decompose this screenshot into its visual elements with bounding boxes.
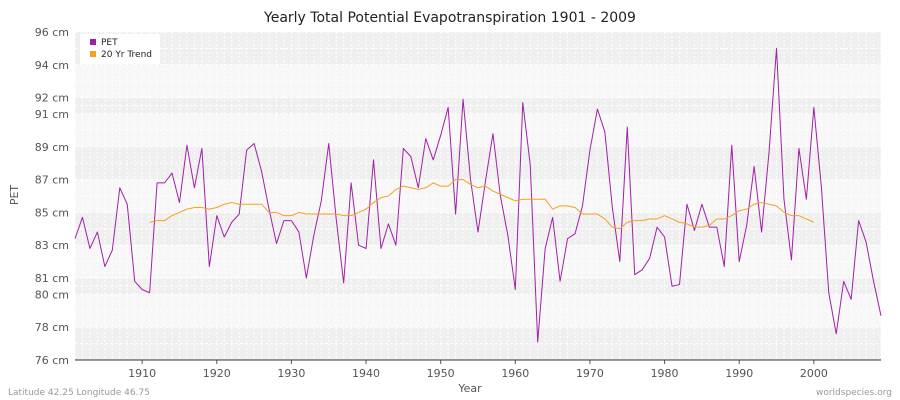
x-tick-label: 1940 (352, 367, 380, 380)
y-tick-label: 76 cm (35, 354, 69, 367)
x-axis-label: Year (457, 382, 482, 395)
y-tick-label: 91 cm (35, 108, 69, 121)
y-tick-label: 87 cm (35, 174, 69, 187)
legend-label-trend: 20 Yr Trend (101, 50, 152, 60)
footer-source: worldspecies.org (816, 388, 892, 398)
legend-swatch-trend (90, 51, 96, 57)
legend: PET 20 Yr Trend (80, 34, 160, 64)
y-tick-label: 85 cm (35, 206, 69, 219)
series-line-trend (149, 179, 815, 230)
x-tick-label: 1970 (576, 367, 604, 380)
footer-coordinates: Latitude 42.25 Longitude 46.75 (8, 388, 150, 398)
y-tick-label: 96 cm (35, 26, 69, 39)
x-tick-label: 1990 (725, 367, 753, 380)
y-tick-label: 94 cm (35, 59, 69, 72)
x-tick-label: 1910 (128, 367, 156, 380)
x-tick-label: 2000 (800, 367, 828, 380)
x-tick-label: 1980 (651, 367, 679, 380)
y-axis-ticks: 76 cm 78 cm 80 cm 81 cm 83 cm 85 cm 87 cm 89 cm… (35, 26, 69, 367)
x-tick-label: 1930 (277, 367, 305, 380)
y-tick-label: 81 cm (35, 272, 69, 285)
y-tick-label: 78 cm (35, 321, 69, 334)
grid-lines (74, 31, 882, 361)
legend-label-pet: PET (101, 38, 118, 48)
y-axis-label: PET (8, 185, 21, 206)
chart-title: Yearly Total Potential Evapotranspiratio… (263, 10, 636, 26)
x-tick-label: 1960 (501, 367, 529, 380)
x-axis-ticks: 1910 1920 1930 1940 1950 1960 1970 1980 1990 2000 (128, 360, 828, 380)
x-tick-label: 1950 (427, 367, 455, 380)
series-line-pet (74, 47, 882, 343)
y-tick-label: 80 cm (35, 288, 69, 301)
x-tick-label: 1920 (203, 367, 231, 380)
legend-swatch-pet (90, 39, 96, 45)
y-tick-label: 92 cm (35, 92, 69, 105)
y-tick-label: 89 cm (35, 141, 69, 154)
y-tick-label: 83 cm (35, 239, 69, 252)
series-lines (74, 47, 882, 343)
